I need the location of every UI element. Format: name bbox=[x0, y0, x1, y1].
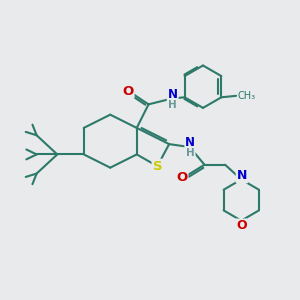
Text: H: H bbox=[168, 100, 177, 110]
Text: N: N bbox=[185, 136, 195, 149]
Text: O: O bbox=[176, 172, 188, 184]
Text: O: O bbox=[236, 220, 247, 232]
Text: N: N bbox=[168, 88, 178, 101]
Text: O: O bbox=[122, 85, 134, 98]
Text: H: H bbox=[186, 148, 195, 158]
Text: CH₃: CH₃ bbox=[238, 91, 256, 101]
Text: S: S bbox=[152, 160, 162, 173]
Text: N: N bbox=[237, 169, 247, 182]
